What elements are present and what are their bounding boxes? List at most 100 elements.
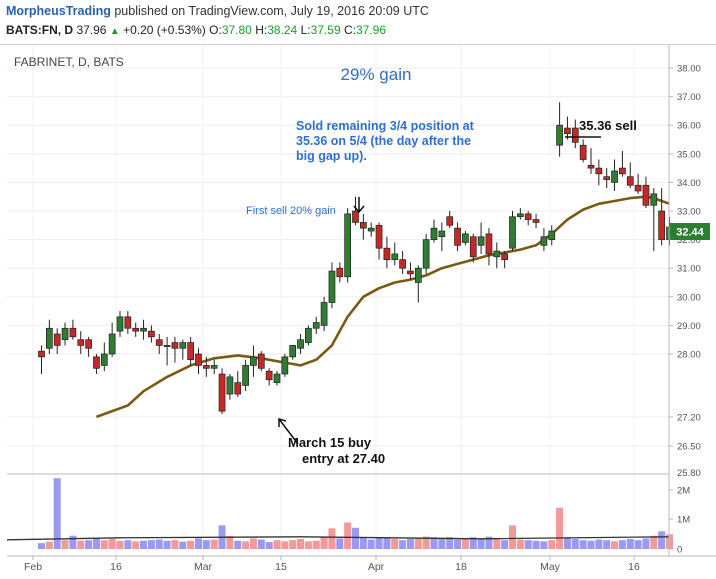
volume-bar-down <box>77 540 85 549</box>
candle-body <box>257 353 265 369</box>
price-tick-label: 29.00 <box>677 321 701 332</box>
candle-body <box>564 127 571 135</box>
candle-down <box>375 222 383 260</box>
candle-body <box>226 376 234 395</box>
candle-down <box>148 325 155 343</box>
candle-up <box>509 211 516 252</box>
candle-down <box>336 262 344 283</box>
volume-bar-up <box>579 540 587 549</box>
candle-body <box>289 345 297 358</box>
time-tick-label: 16 <box>110 561 122 573</box>
candle-down <box>85 336 92 357</box>
volume-bar-down <box>556 507 564 549</box>
candle-body <box>203 365 210 369</box>
candle-body <box>85 339 92 349</box>
candle-body <box>179 342 187 349</box>
volume-bar-up <box>477 538 485 549</box>
candle-body <box>367 227 375 232</box>
candle-body <box>626 176 634 186</box>
volume-bar-up <box>571 538 579 549</box>
price-tick-label: 34.00 <box>677 178 701 189</box>
candle-body <box>634 184 642 192</box>
candle-body <box>414 267 422 283</box>
low-label: L: <box>300 23 311 37</box>
volume-bar-up <box>501 540 509 549</box>
candle-up <box>210 359 218 375</box>
grid-lines <box>7 45 669 556</box>
volume-bar-up <box>147 540 155 549</box>
volume-bar-up <box>375 537 383 549</box>
candle-down <box>187 336 194 366</box>
volume-bar-down <box>210 539 218 549</box>
time-tick-label: Mar <box>194 561 213 573</box>
candle-up <box>100 342 108 372</box>
candle-body <box>352 210 359 223</box>
candle-up <box>422 233 430 274</box>
volume-bar-up <box>626 538 634 549</box>
candle-down <box>38 345 45 375</box>
candle-up <box>250 345 257 377</box>
candle-up <box>367 222 375 237</box>
candle-down <box>77 331 85 354</box>
candle-body <box>218 373 226 412</box>
candle-up <box>281 354 289 377</box>
candle-up <box>516 208 524 220</box>
volume-bar-down <box>391 538 399 549</box>
candle-body <box>516 213 524 218</box>
candle-body <box>383 247 391 260</box>
candle-down <box>203 356 210 377</box>
candle-down <box>383 236 391 269</box>
sell-level-label: 35.36 sell <box>579 118 637 133</box>
candle-up <box>328 262 336 309</box>
volume-bar-up <box>399 540 407 549</box>
candle-down <box>501 251 508 269</box>
volume-bar-down <box>493 538 501 549</box>
volume-bar-down <box>509 525 516 549</box>
candle-up <box>116 311 124 337</box>
volume-bar-up <box>53 478 61 549</box>
candle-up <box>226 374 234 400</box>
volume-bar-down <box>100 540 108 549</box>
candle-body <box>658 210 666 240</box>
candle-body <box>540 236 548 246</box>
chart-background <box>0 45 716 579</box>
volume-bar-up <box>454 539 462 549</box>
candle-down <box>124 311 132 334</box>
sold-note-line-1: Sold remaining 3/4 position at <box>296 119 475 133</box>
candle-down <box>619 150 626 177</box>
candle-up <box>548 225 556 246</box>
candle-up <box>163 336 171 366</box>
volume-bar-down <box>226 536 234 549</box>
time-tick-label: Apr <box>368 561 385 573</box>
volume-tick-label: 2M <box>677 486 690 497</box>
time-tick-label: Feb <box>24 561 42 573</box>
open-value: 37.80 <box>221 23 252 37</box>
candle-up <box>344 208 351 283</box>
first-sell-arrow <box>353 197 365 214</box>
volume-bar-up <box>38 543 45 549</box>
volume-bar-up <box>634 540 642 549</box>
time-tick-label: 18 <box>455 561 467 573</box>
first-sell-label: First sell 20% gain <box>246 205 336 217</box>
volume-bar-up <box>383 538 391 549</box>
time-tick-label: 15 <box>275 561 287 573</box>
chart-title: FABRINET, D, BATS <box>14 55 124 69</box>
candle-down <box>352 196 359 226</box>
candle-up <box>61 322 69 346</box>
candle-body <box>469 236 477 258</box>
price-tick-label: 26.50 <box>677 442 701 453</box>
candle-body <box>163 345 171 347</box>
volume-bar-down <box>461 538 469 549</box>
candle-up <box>108 322 116 357</box>
candle-body <box>69 327 77 338</box>
last-price-tag: 32.44 <box>676 227 704 239</box>
volume-bar-down <box>273 540 281 549</box>
volume-bar-down <box>344 522 352 549</box>
candle-body <box>45 327 53 349</box>
candle-body <box>611 170 618 183</box>
publisher-name[interactable]: MorpheusTrading <box>6 4 111 18</box>
candle-body <box>360 222 367 229</box>
buy-note: March 15 buy entry at 27.40 <box>288 435 385 466</box>
close-value: 37.96 <box>355 23 386 37</box>
